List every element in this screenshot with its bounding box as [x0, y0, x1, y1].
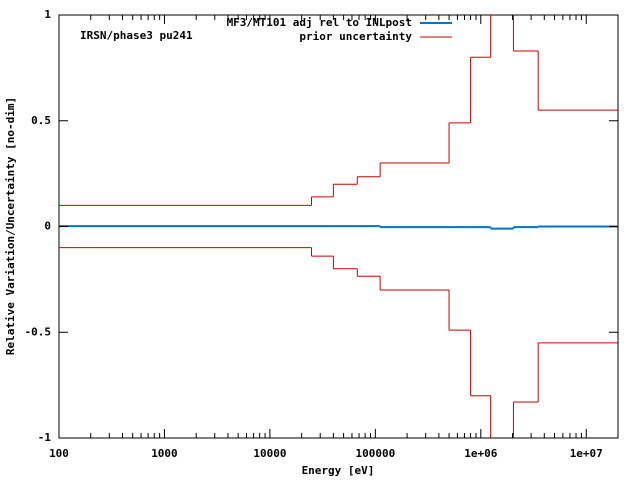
x-tick-label: 1e+07 — [570, 447, 603, 460]
x-tick-label: 1e+06 — [464, 447, 497, 460]
y-tick-label: 1 — [44, 8, 51, 21]
y-tick-label: -1 — [38, 431, 52, 444]
legend-label: prior uncertainty — [299, 30, 412, 43]
x-tick-label: 10000 — [253, 447, 286, 460]
x-axis-label: Energy [eV] — [302, 464, 375, 477]
plot-area — [59, 15, 618, 438]
y-tick-label: 0 — [44, 220, 51, 233]
x-tick-label: 100 — [49, 447, 69, 460]
y-tick-label: -0.5 — [25, 325, 52, 338]
legend-label: MF3/MT101 adj rel to INLpost — [227, 16, 412, 29]
x-tick-label: 100000 — [355, 447, 395, 460]
y-axis-label: Relative Variation/Uncertainty [no-dim] — [4, 97, 17, 355]
annotation: IRSN/phase3 pu241 — [80, 29, 193, 42]
x-tick-label: 1000 — [151, 447, 178, 460]
y-tick-label: 0.5 — [31, 114, 51, 127]
